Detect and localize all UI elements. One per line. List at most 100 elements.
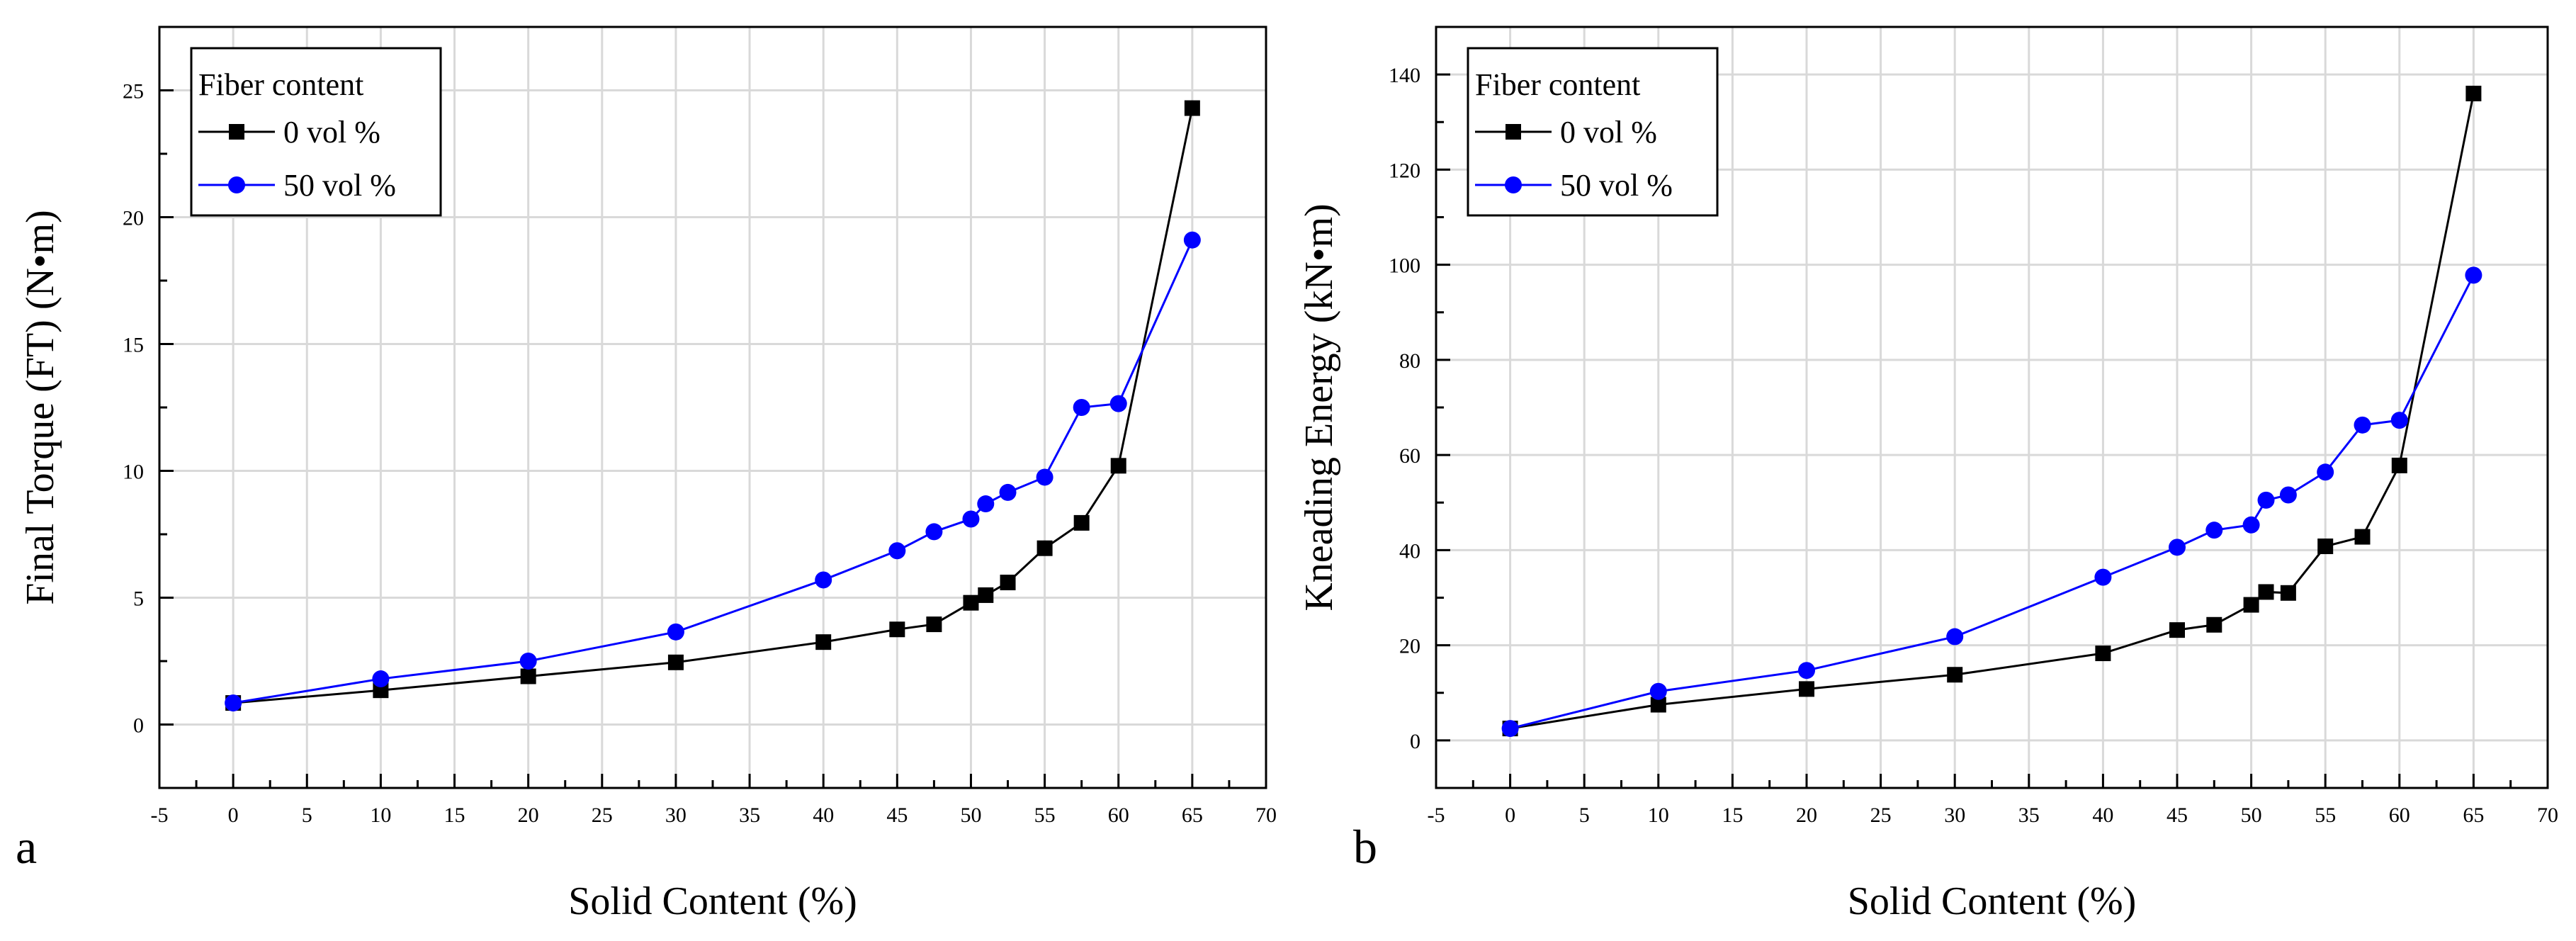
y-tick-label: 100 [1389, 254, 1420, 278]
x-tick-label: 65 [1182, 804, 1203, 827]
legend-title: Fiber content [198, 67, 363, 102]
data-point [1798, 662, 1815, 680]
y-tick-label: 60 [1399, 444, 1420, 468]
data-point [225, 694, 242, 712]
data-point [372, 670, 390, 688]
data-point [2095, 646, 2111, 662]
x-tick-label: 0 [228, 804, 239, 827]
x-tick-label: 55 [1034, 804, 1056, 827]
data-point [2258, 584, 2274, 600]
panel-label: b [1353, 820, 1377, 874]
y-tick-label: 0 [133, 714, 144, 738]
legend-entry-label: 50 vol % [283, 168, 396, 203]
x-axis-label: Solid Content (%) [1848, 879, 2137, 923]
data-point [2465, 85, 2482, 101]
y-tick-label: 20 [123, 207, 144, 230]
data-point [1109, 395, 1127, 412]
data-point [667, 654, 684, 670]
data-point [963, 595, 979, 611]
x-tick-label: 0 [1505, 804, 1515, 827]
x-tick-label: 5 [1579, 804, 1590, 827]
legend-title: Fiber content [1475, 67, 1640, 102]
y-tick-label: 140 [1389, 64, 1420, 87]
y-tick-label: 120 [1389, 159, 1420, 182]
x-tick-label: 15 [1722, 804, 1743, 827]
data-point [2465, 266, 2482, 284]
data-point [1947, 667, 1963, 683]
data-point [2206, 616, 2222, 633]
data-point [2094, 568, 2112, 586]
x-tick-label: 30 [1944, 804, 1965, 827]
y-tick-label: 20 [1399, 635, 1420, 658]
legend-marker [229, 124, 244, 140]
y-tick-label: 0 [1410, 730, 1420, 753]
x-tick-label: 10 [1648, 804, 1669, 827]
data-point [2391, 457, 2407, 473]
data-point [1183, 231, 1201, 249]
data-point [1073, 399, 1090, 416]
y-axis: 0 20 40 60 80 100 120 140 [1389, 64, 1450, 753]
data-point [1110, 458, 1126, 474]
series-0-vol-pct [225, 100, 1200, 711]
data-point [2279, 486, 2297, 504]
data-point [2354, 529, 2371, 545]
y-axis: 0 5 10 15 20 25 [123, 80, 174, 738]
x-tick-label: 40 [2092, 804, 2113, 827]
data-point [1184, 100, 1200, 116]
data-point [1650, 697, 1666, 713]
y-tick-label: 5 [133, 587, 144, 611]
legend-marker [228, 176, 245, 193]
x-tick-label: 10 [370, 804, 391, 827]
data-point [1036, 540, 1053, 556]
x-tick-label: 65 [2463, 804, 2484, 827]
series-50-vol-pct [1501, 266, 2482, 738]
legend-entry-label: 0 vol % [1560, 115, 1657, 150]
legend: Fiber content 0 vol % 50 vol % [190, 47, 442, 217]
data-point [1799, 681, 1814, 697]
x-tick-label: -5 [151, 804, 169, 827]
legend-marker [1505, 176, 1522, 193]
x-tick-label: 60 [2389, 804, 2410, 827]
data-point [2243, 597, 2259, 613]
x-tick-label: 30 [665, 804, 687, 827]
x-tick-label: 25 [592, 804, 613, 827]
x-tick-label: 20 [1796, 804, 1817, 827]
data-point [520, 668, 536, 684]
data-point [815, 571, 832, 589]
y-tick-label: 10 [123, 461, 144, 484]
x-tick-label: 40 [813, 804, 834, 827]
x-tick-label: 60 [1108, 804, 1129, 827]
data-point [2169, 622, 2185, 638]
y-axis-label: Final Torque (FT) (N•m) [18, 210, 62, 604]
data-point [2354, 416, 2371, 434]
x-axis: -5 0 5 10 15 20 25 30 35 40 45 50 55 60 65 70 [1428, 774, 2558, 827]
x-axis: -5 0 5 10 15 20 25 30 35 40 45 50 55 60 65 70 [151, 774, 1277, 827]
y-tick-label: 40 [1399, 539, 1420, 563]
x-tick-label: 50 [960, 804, 981, 827]
data-point [888, 542, 906, 560]
series-50-vol-pct [225, 231, 1201, 712]
x-tick-label: 70 [1255, 804, 1277, 827]
legend-marker [1506, 124, 1521, 140]
y-tick-label: 25 [123, 80, 144, 103]
data-point [1036, 468, 1053, 486]
x-tick-label: 20 [518, 804, 539, 827]
data-point [815, 634, 832, 650]
data-point [519, 653, 537, 670]
data-point [2205, 522, 2223, 539]
y-tick-label: 15 [123, 334, 144, 357]
x-axis-label: Solid Content (%) [568, 879, 857, 923]
data-point [1073, 514, 1090, 531]
data-point [2317, 463, 2334, 481]
data-point [1649, 682, 1667, 700]
data-point [2257, 491, 2275, 509]
data-point [2317, 539, 2334, 555]
chart-panel-a: -5 0 5 10 15 20 25 30 35 40 45 50 55 60 65 70 0 5 10 15 20 25… [16, 26, 1277, 923]
data-point [1501, 720, 1519, 738]
legend-entry-label: 50 vol % [1560, 168, 1673, 203]
x-tick-label: 45 [2167, 804, 2188, 827]
panel-label: a [16, 820, 37, 874]
data-point [978, 587, 994, 603]
data-point [1946, 628, 1964, 646]
